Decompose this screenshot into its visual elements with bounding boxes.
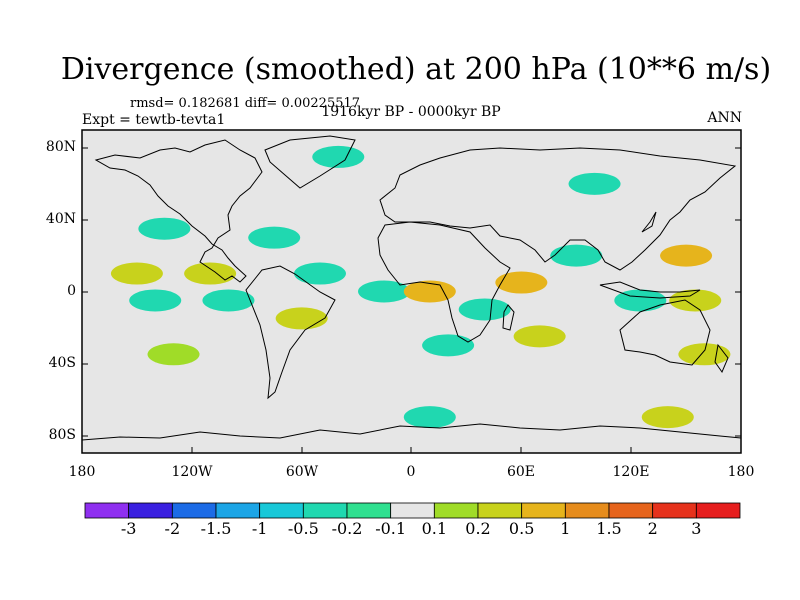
colorbar-label: -0.1: [375, 519, 407, 538]
coast-madagascar: [502, 304, 515, 331]
x-tick-label: 120W: [171, 464, 213, 480]
colorbar-swatch: [695, 502, 741, 519]
divergence-anomaly: [358, 280, 411, 303]
colorbar-swatch: [171, 502, 217, 519]
colorbar-swatch: [302, 502, 348, 519]
colorbar-label: 1.5: [596, 519, 622, 538]
colorbar-swatch: [433, 502, 479, 519]
x-tick-label: 180: [727, 464, 755, 480]
colorbar-swatch: [477, 502, 523, 519]
colorbar-swatch: [259, 502, 304, 519]
divergence-anomaly: [110, 262, 163, 285]
coast-australia: [619, 299, 711, 366]
divergence-anomaly: [641, 406, 694, 429]
stats-text: rmsd= 0.182681 diff= 0.00225517: [130, 96, 361, 111]
colorbar-label: 0.5: [508, 519, 535, 538]
y-tick-label: 0: [67, 283, 76, 299]
experiment-label: Expt = tewtb-tevta1: [82, 112, 226, 128]
divergence-anomaly: [458, 298, 511, 321]
y-tick-label: 40N: [45, 211, 76, 227]
coastlines: [82, 135, 741, 441]
colorbar-label: -1.5: [200, 519, 232, 538]
colorbar-swatch: [346, 502, 392, 519]
coast-indonesia: [599, 281, 701, 299]
colorbar-swatch: [652, 502, 697, 519]
divergence-anomaly: [184, 262, 237, 285]
colorbar-label: 0.1: [421, 519, 448, 538]
coast-north-america: [94, 139, 263, 283]
colorbar-label: 3: [691, 519, 702, 538]
divergence-anomaly: [550, 244, 603, 267]
divergence-anomaly: [202, 289, 255, 312]
colorbar-label: 0.2: [465, 519, 491, 538]
divergence-anomaly: [403, 280, 456, 303]
divergence-anomaly: [275, 307, 328, 330]
coast-south-america: [245, 265, 336, 400]
divergence-anomaly: [138, 217, 191, 240]
divergence-anomaly: [422, 334, 475, 357]
divergence-anomaly: [678, 343, 731, 366]
period-label: 1916kyr BP - 0000kyr BP: [321, 104, 501, 120]
colorbar-swatch: [390, 502, 435, 519]
colorbar-label: -0.2: [331, 519, 363, 538]
divergence-field: [110, 145, 731, 429]
colorbar-swatch: [608, 502, 654, 519]
divergence-anomaly: [147, 343, 200, 366]
divergence-anomaly: [660, 244, 713, 267]
map-title: Divergence (smoothed) at 200 hPa (10**6 …: [60, 52, 772, 87]
colorbar-swatch: [564, 502, 610, 519]
y-tick-label: 80S: [48, 427, 76, 443]
colorbar-swatch: [521, 502, 566, 519]
x-tick-label: 60E: [506, 464, 536, 480]
coast-africa: [377, 221, 511, 343]
coast-new-zealand: [714, 343, 729, 374]
divergence-anomaly: [495, 271, 548, 294]
colorbar-swatch: [215, 502, 261, 519]
colorbar-swatch: [128, 502, 173, 519]
map-ticks: [82, 147, 741, 453]
x-tick-label: 180: [68, 464, 96, 480]
season-label: ANN: [707, 110, 742, 126]
divergence-anomaly: [129, 289, 182, 312]
colorbar-label: -3: [120, 519, 137, 538]
y-tick-label: 80N: [45, 139, 76, 155]
divergence-anomaly: [513, 325, 566, 348]
x-tick-label: 60W: [285, 464, 319, 480]
divergence-anomaly: [568, 172, 621, 195]
divergence-anomaly: [293, 262, 346, 285]
y-tick-label: 40S: [48, 355, 76, 371]
coast-antarctica: [82, 423, 741, 441]
coast-eurasia: [379, 147, 737, 271]
divergence-anomaly: [403, 406, 456, 429]
colorbar-label: -0.5: [287, 519, 319, 538]
colorbar-label: 1: [560, 519, 571, 538]
colorbar-label: -2: [164, 519, 181, 538]
colorbar-label: -1: [251, 519, 268, 538]
x-tick-label: 0: [406, 464, 416, 480]
colorbar: [84, 502, 741, 519]
colorbar-swatch: [84, 502, 130, 519]
x-tick-label: 120E: [612, 464, 650, 480]
coast-japan: [641, 211, 657, 233]
divergence-anomaly: [669, 289, 722, 312]
coast-greenland: [264, 135, 356, 189]
colorbar-label: 2: [647, 519, 658, 538]
divergence-anomaly: [248, 226, 301, 249]
divergence-anomaly: [312, 145, 365, 168]
